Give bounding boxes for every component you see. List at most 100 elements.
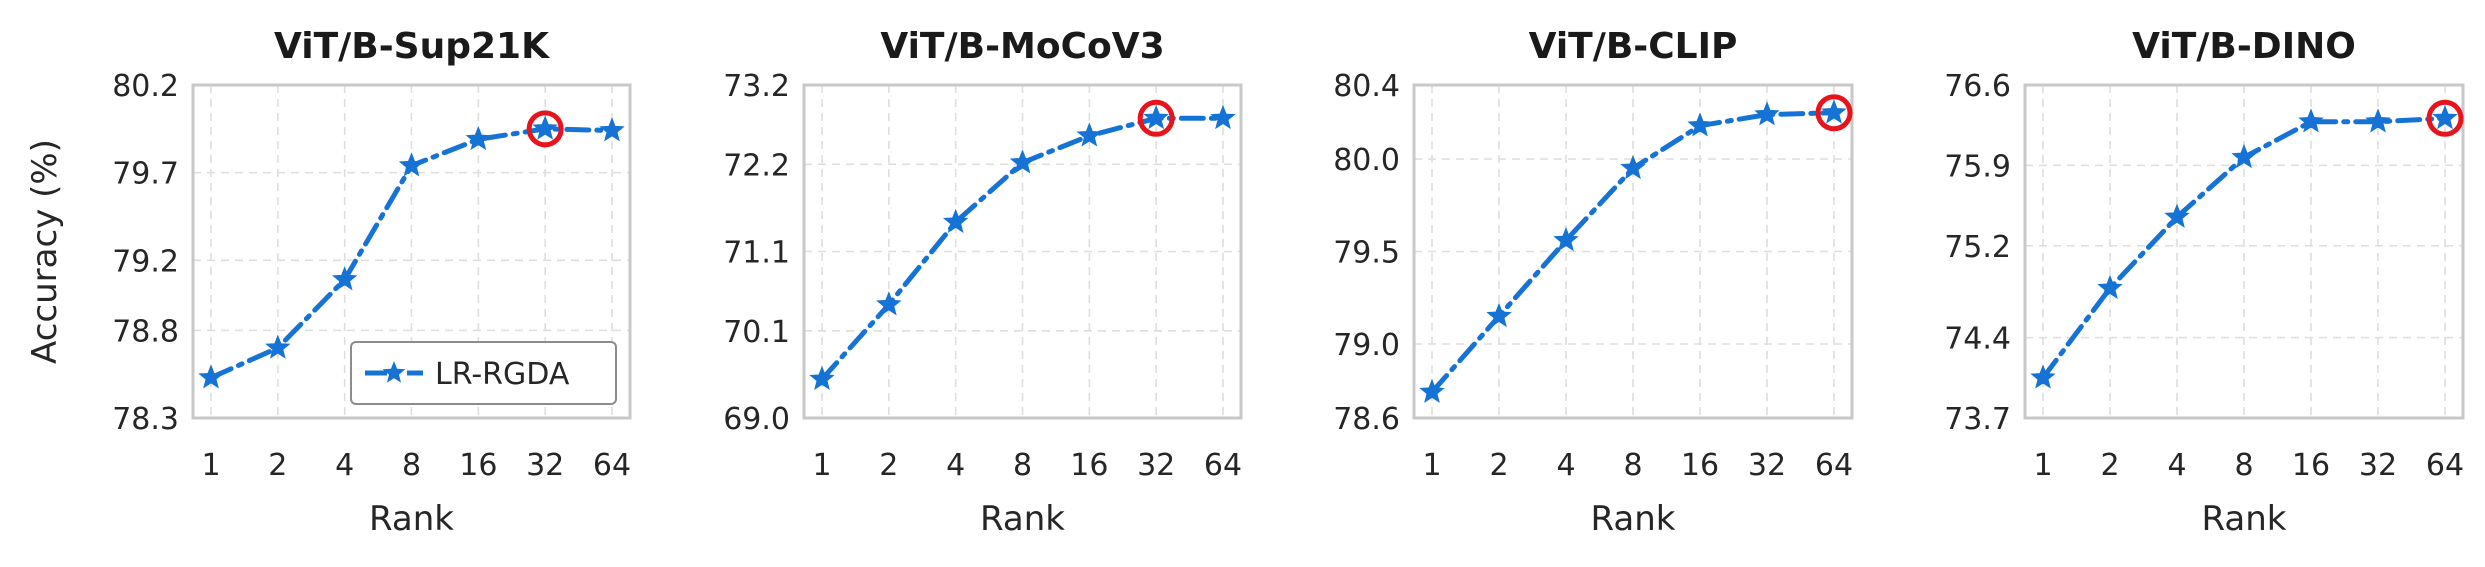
plot-frame	[2023, 83, 2465, 420]
y-tick-label: 80.0	[1333, 143, 1400, 178]
y-tick-label: 70.1	[723, 315, 790, 350]
data-point	[2432, 104, 2458, 130]
best-rank-marker	[1815, 94, 1853, 132]
x-axis-label: Rank	[1591, 499, 1676, 539]
data-point	[1553, 227, 1579, 252]
y-tick-label: 79.5	[1333, 236, 1400, 271]
data-point	[1821, 99, 1847, 124]
x-tick-label: 8	[402, 448, 421, 483]
data-point	[809, 365, 835, 390]
series-line	[1429, 110, 1837, 395]
data-point	[942, 208, 969, 233]
chart-panel-2: ViT/B-MoCoV3 69.0 70.1 71.1 72.2 73.2 1 2 4 8 16 32…	[723, 26, 1243, 539]
data-point	[1076, 122, 1103, 147]
x-tick-label: 1	[1422, 448, 1441, 483]
y-tick-label: 71.1	[723, 236, 790, 271]
x-tick-label: 2	[879, 448, 898, 483]
x-tick-label: 8	[1623, 448, 1642, 483]
x-tick-label: 32	[2359, 448, 2397, 483]
data-point	[1620, 154, 1646, 180]
data-point	[2030, 364, 2056, 389]
best-rank-marker	[526, 110, 564, 148]
y-tick-label: 80.4	[1333, 69, 1400, 104]
x-tick-label: 1	[812, 448, 831, 483]
chart-title: ViT/B-MoCoV3	[880, 26, 1164, 67]
best-rank-marker	[1137, 99, 1175, 137]
x-tick-label: 64	[593, 448, 631, 483]
y-tick-label: 73.7	[1944, 402, 2011, 437]
legend-box	[350, 341, 617, 405]
x-tick-label: 16	[459, 448, 497, 483]
x-tick-label: 2	[1489, 448, 1508, 483]
y-tick-label: 69.0	[723, 402, 790, 437]
plot-frame	[802, 83, 1243, 420]
y-tick-label: 73.2	[723, 69, 790, 104]
x-tick-label: 32	[526, 448, 564, 483]
x-tick-label: 2	[268, 448, 287, 483]
legend: LR-RGDA	[350, 341, 617, 405]
data-point	[2365, 108, 2391, 133]
chart-panel-4: ViT/B-DINO 73.7 74.4 75.2 75.9 76.6 1 2 4 8 16 32 64…	[1944, 26, 2465, 539]
data-point	[2298, 108, 2324, 133]
data-point	[2097, 274, 2123, 300]
y-tick-label: 80.2	[112, 69, 179, 104]
x-tick-label: 1	[2033, 448, 2052, 483]
x-tick-label: 64	[1204, 448, 1242, 483]
legend-label: LR-RGDA	[435, 357, 570, 392]
y-tick-label: 79.7	[112, 157, 179, 192]
data-point	[1687, 112, 1713, 137]
y-tick-label: 75.9	[1944, 149, 2011, 184]
y-tick-label: 78.6	[1333, 402, 1400, 437]
y-tick-label: 78.8	[112, 314, 179, 349]
x-tick-label: 64	[1815, 448, 1853, 483]
x-tick-label: 1	[201, 448, 220, 483]
data-point	[1486, 302, 1512, 328]
x-tick-label: 16	[1070, 448, 1108, 483]
x-tick-label: 32	[1748, 448, 1786, 483]
data-point	[198, 364, 224, 389]
data-point	[1754, 101, 1780, 126]
chart-title: ViT/B-CLIP	[1529, 26, 1738, 67]
data-point	[1143, 104, 1169, 130]
chart-title: ViT/B-Sup21K	[274, 26, 550, 67]
data-point	[265, 334, 291, 359]
x-axis-label: Rank	[369, 499, 454, 539]
x-tick-label: 2	[2100, 448, 2119, 483]
y-tick-label: 72.2	[723, 148, 790, 183]
data-point	[2231, 143, 2257, 169]
chart-title: ViT/B-DINO	[2132, 26, 2356, 67]
data-point	[331, 266, 358, 291]
data-point	[2164, 203, 2190, 228]
data-point	[599, 117, 625, 142]
legend-marker	[382, 361, 406, 383]
x-axis-label: Rank	[2202, 499, 2287, 539]
y-tick-label: 78.3	[112, 402, 179, 437]
data-point	[398, 152, 425, 177]
data-point	[876, 291, 902, 316]
x-tick-label: 8	[2234, 448, 2253, 483]
data-point	[532, 115, 558, 140]
plot-frame	[191, 83, 632, 420]
data-point	[1009, 149, 1036, 174]
x-tick-label: 16	[1681, 448, 1719, 483]
x-tick-label: 32	[1137, 448, 1175, 483]
chart-panel-1: ViT/B-Sup21K 78.3 78.8 79.2 79.7 80.2 1 2 4 8 16 32…	[25, 26, 632, 539]
x-axis-label: Rank	[980, 499, 1065, 539]
x-tick-label: 4	[2167, 448, 2186, 483]
data-point	[465, 125, 492, 151]
data-point	[1419, 378, 1445, 403]
x-tick-label: 4	[946, 448, 965, 483]
y-tick-label: 79.0	[1333, 328, 1400, 363]
y-tick-label: 75.2	[1944, 230, 2011, 265]
data-point	[1210, 104, 1236, 130]
x-tick-label: 4	[1556, 448, 1575, 483]
x-tick-label: 8	[1013, 448, 1032, 483]
y-tick-label: 76.6	[1944, 69, 2011, 104]
y-axis-label: Accuracy (%)	[25, 139, 65, 364]
x-tick-label: 4	[335, 448, 354, 483]
chart-panel-3: ViT/B-CLIP 78.6 79.0 79.5 80.0 80.4 1 2 4 8 16 32 64…	[1333, 26, 1854, 539]
y-tick-label: 74.4	[1944, 322, 2011, 357]
x-tick-label: 16	[2292, 448, 2330, 483]
plot-frame	[1412, 83, 1854, 420]
